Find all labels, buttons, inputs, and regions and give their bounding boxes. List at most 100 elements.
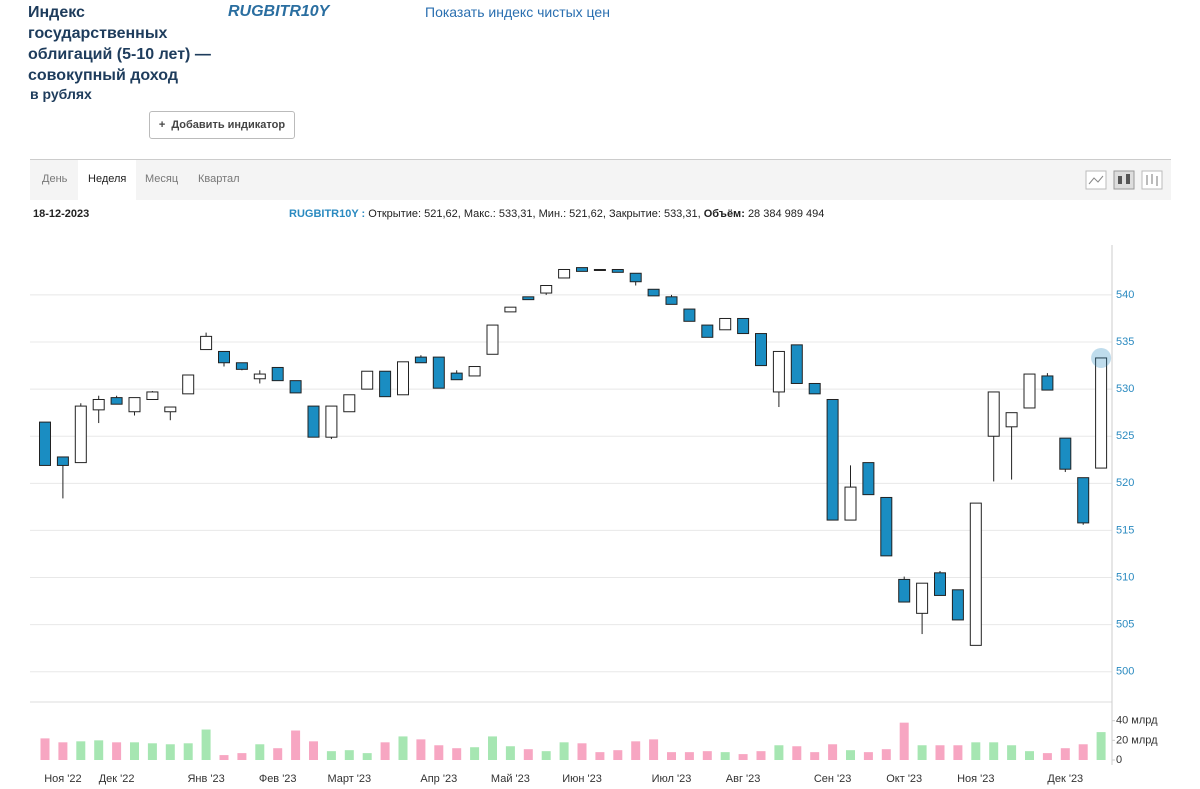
x-tick-label: Янв '23 [187,773,224,785]
volume-bar [1060,748,1070,760]
index-subtitle: в рублях [30,86,92,102]
x-tick-label: Фев '23 [259,773,297,785]
volume-bar [237,753,247,760]
volume-bar [488,736,497,760]
volume-tick-label: 0 [1116,754,1122,766]
candle-body [737,317,750,335]
candle-body [558,268,571,279]
candle-body [665,296,678,305]
candle-body [916,582,929,614]
volume-bar [255,744,265,760]
chart-type-icons[interactable] [1085,170,1165,192]
volume-bar [738,754,748,760]
plus-icon: + [158,119,166,131]
candle-body [218,350,230,364]
x-tick-label: Апр '23 [420,773,457,785]
volume-bar [684,752,694,760]
volume-bar [416,739,426,760]
y-tick-label: 510 [1116,571,1134,583]
x-tick-label: Дек '22 [99,773,135,785]
volume-bar [398,736,408,760]
x-tick-label: Авг '23 [726,773,761,785]
volume-bar [183,743,193,760]
candle-body [701,324,714,338]
volume-bar [380,742,390,760]
volume-bar [541,751,551,760]
add-indicator-button[interactable]: + Добавить индикатор [149,111,295,139]
candle-body [1005,412,1018,428]
x-tick-label: Дек '23 [1047,773,1083,785]
volume-bar [720,752,730,760]
candle-body [629,272,642,283]
volume-bar [94,740,104,760]
volume-bar [989,742,999,760]
x-tick-label: Март '23 [327,773,371,785]
candle-body [397,361,409,396]
x-tick-label: Май '23 [491,773,530,785]
candle-body [235,362,248,370]
tab[interactable]: Квартал [198,173,240,185]
volume-bar [595,752,605,760]
volume-bar [505,746,515,760]
volume-bar [434,745,444,760]
volume-bar [828,744,838,760]
candle-body [164,406,177,413]
info-fields: Открытие: 521,62, Макс.: 533,31, Мин.: 5… [368,208,701,220]
volume-bar [40,738,50,760]
candle-body [844,486,857,521]
candle-body [522,296,535,301]
candle-body [450,372,463,381]
tab[interactable]: Неделя [88,173,127,185]
candle-body [146,391,159,400]
candle-body [772,350,785,393]
y-tick-label: 535 [1116,336,1134,348]
candle-body [182,374,195,395]
volume-bar [1078,744,1088,760]
candle-body [432,356,445,389]
volume-bar [935,745,945,760]
candle-body [486,324,499,355]
volume-bar [165,744,175,760]
volume-bar [1042,753,1052,760]
volume-bar [631,741,641,760]
candle-body [110,397,123,405]
clean-price-link[interactable]: Показать индекс чистых цен [425,4,610,20]
candle-body [253,373,266,380]
volume-bar [1025,751,1034,760]
candle-body [200,335,213,351]
candle-body [593,268,606,271]
volume-bar [953,745,963,760]
volume-bar [147,743,157,760]
volume-bar [201,729,211,760]
candle-body [1077,477,1090,524]
y-tick-label: 505 [1116,619,1134,631]
y-tick-label: 540 [1116,289,1134,301]
tab[interactable]: День [42,173,68,185]
candle-body [289,380,302,394]
index-title: Индекс государственных облигаций (5-10 л… [28,4,211,84]
volume-bar [362,753,372,760]
candle-body [74,405,87,464]
tab[interactable]: Месяц [145,173,179,185]
volume-bar [1096,732,1106,760]
y-tick-label: 530 [1116,383,1134,395]
volume-bar [559,742,569,760]
candle-body [880,496,893,557]
volume-bar [1007,745,1017,760]
x-tick-label: Ноя '22 [44,773,81,785]
button-label: Добавить индикатор [171,119,286,131]
candle-body [39,421,51,466]
candle-body [719,317,732,331]
volume-bar [971,742,981,760]
volume-tick-label: 40 млрд [1116,715,1158,727]
selected-date: 18-12-2023 [33,208,90,220]
candle-body [343,394,356,413]
x-tick-label: Сен '23 [814,773,852,785]
candle-body [414,356,427,364]
x-tick-label: Июн '23 [562,773,602,785]
candle-body [683,308,696,322]
volume-bar [863,752,873,760]
candle-body [92,398,105,411]
tab-bar: День Неделя Месяц Квартал [30,159,1171,200]
